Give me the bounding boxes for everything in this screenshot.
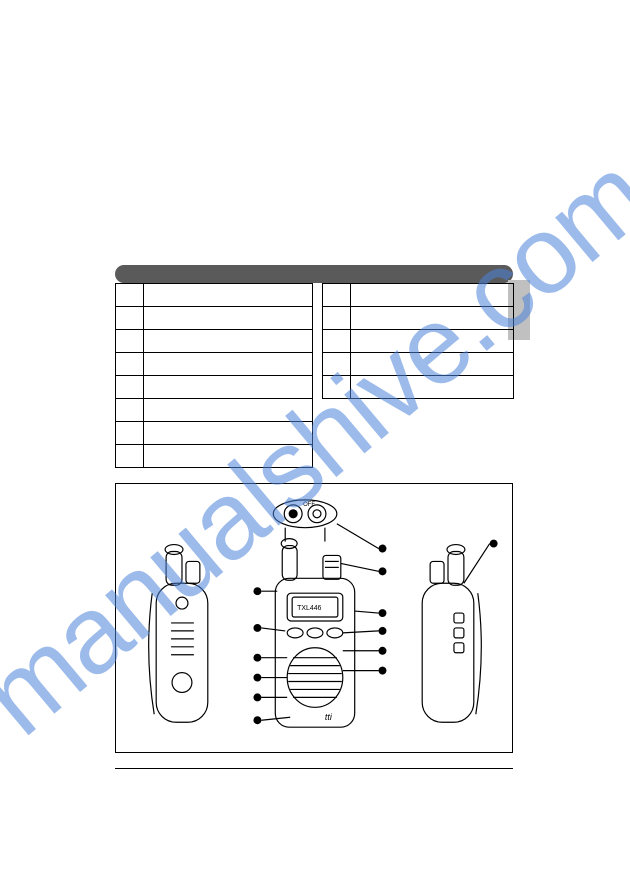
table-row: [116, 330, 313, 353]
table-row: [323, 330, 514, 353]
cell: [144, 445, 313, 468]
page: OFF: [0, 0, 630, 892]
table-row: [323, 376, 514, 399]
cell: [144, 284, 313, 307]
cell: [116, 330, 144, 353]
table-row: [323, 284, 514, 307]
top-eyelet: OFF: [273, 500, 337, 542]
table-row: [116, 445, 313, 468]
cell: [116, 376, 144, 399]
radio-front: TXL446 tti: [275, 539, 354, 728]
parts-table-right: [322, 283, 514, 399]
cell: [323, 330, 351, 353]
table-row: [323, 353, 514, 376]
cell: [116, 307, 144, 330]
cell: [116, 353, 144, 376]
cell: [116, 399, 144, 422]
cell: [144, 399, 313, 422]
cell: [116, 422, 144, 445]
cell: [351, 307, 514, 330]
device-label: TXL446: [297, 605, 321, 612]
callouts-far: [464, 540, 498, 584]
cell: [351, 284, 514, 307]
cell: [144, 307, 313, 330]
cell: [351, 376, 514, 399]
cell: [144, 422, 313, 445]
cell: [323, 376, 351, 399]
radio-side-left: [149, 545, 208, 723]
table-row: [116, 353, 313, 376]
table-row: [116, 307, 313, 330]
cell: [323, 353, 351, 376]
table-row: [116, 399, 313, 422]
cell: [144, 376, 313, 399]
table-row: [323, 307, 514, 330]
table-row: [116, 376, 313, 399]
cell: [116, 284, 144, 307]
cell: [351, 330, 514, 353]
cell: [116, 445, 144, 468]
callouts-left: [253, 587, 290, 724]
callouts-right: [337, 524, 387, 675]
diagram-svg: OFF: [116, 484, 512, 752]
cell: [323, 284, 351, 307]
brand-label: tti: [325, 712, 333, 722]
footer-rule: [115, 768, 513, 769]
radio-side-right: [422, 545, 481, 723]
parts-table-left: [115, 283, 313, 468]
cell: [351, 353, 514, 376]
cell: [144, 330, 313, 353]
section-header-bar: [115, 265, 513, 283]
table-row: [116, 284, 313, 307]
device-diagram: OFF: [115, 483, 513, 753]
table-row: [116, 422, 313, 445]
cell: [144, 353, 313, 376]
cell: [323, 307, 351, 330]
svg-text:OFF: OFF: [303, 502, 315, 508]
